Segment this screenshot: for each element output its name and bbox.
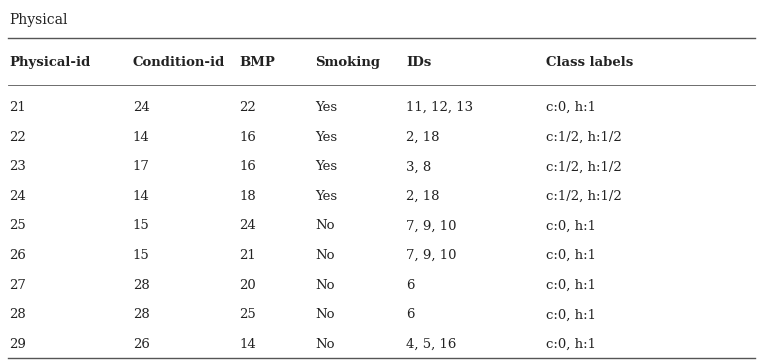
- Text: 28: 28: [133, 308, 150, 321]
- Text: 22: 22: [239, 101, 256, 114]
- Text: Condition-id: Condition-id: [133, 56, 225, 69]
- Text: 23: 23: [9, 160, 26, 173]
- Text: 3, 8: 3, 8: [406, 160, 431, 173]
- Text: c:0, h:1: c:0, h:1: [546, 219, 597, 232]
- Text: 2, 18: 2, 18: [406, 131, 439, 144]
- Text: 24: 24: [133, 101, 150, 114]
- Text: 15: 15: [133, 219, 150, 232]
- Text: 29: 29: [9, 338, 26, 351]
- Text: 27: 27: [9, 279, 26, 292]
- Text: 14: 14: [133, 190, 150, 203]
- Text: 6: 6: [406, 308, 414, 321]
- Text: 4, 5, 16: 4, 5, 16: [406, 338, 456, 351]
- Text: 21: 21: [239, 249, 256, 262]
- Text: 11, 12, 13: 11, 12, 13: [406, 101, 473, 114]
- Text: Yes: Yes: [315, 131, 337, 144]
- Text: Yes: Yes: [315, 101, 337, 114]
- Text: 2, 18: 2, 18: [406, 190, 439, 203]
- Text: 25: 25: [9, 219, 26, 232]
- Text: c:1/2, h:1/2: c:1/2, h:1/2: [546, 160, 622, 173]
- Text: 7, 9, 10: 7, 9, 10: [406, 219, 457, 232]
- Text: Yes: Yes: [315, 160, 337, 173]
- Text: 22: 22: [9, 131, 26, 144]
- Text: 18: 18: [239, 190, 256, 203]
- Text: IDs: IDs: [406, 56, 431, 69]
- Text: 20: 20: [239, 279, 256, 292]
- Text: No: No: [315, 219, 335, 232]
- Text: 28: 28: [133, 279, 150, 292]
- Text: c:0, h:1: c:0, h:1: [546, 101, 597, 114]
- Text: 26: 26: [133, 338, 150, 351]
- Text: 26: 26: [9, 249, 26, 262]
- Text: 6: 6: [406, 279, 414, 292]
- Text: No: No: [315, 308, 335, 321]
- Text: c:0, h:1: c:0, h:1: [546, 308, 597, 321]
- Text: 16: 16: [239, 160, 256, 173]
- Text: c:1/2, h:1/2: c:1/2, h:1/2: [546, 131, 622, 144]
- Text: 28: 28: [9, 308, 26, 321]
- Text: 15: 15: [133, 249, 150, 262]
- Text: 24: 24: [9, 190, 26, 203]
- Text: 24: 24: [239, 219, 256, 232]
- Text: 14: 14: [133, 131, 150, 144]
- Text: c:0, h:1: c:0, h:1: [546, 249, 597, 262]
- Text: 14: 14: [239, 338, 256, 351]
- Text: 7, 9, 10: 7, 9, 10: [406, 249, 457, 262]
- Text: Physical: Physical: [9, 13, 68, 27]
- Text: No: No: [315, 249, 335, 262]
- Text: BMP: BMP: [239, 56, 275, 69]
- Text: Yes: Yes: [315, 190, 337, 203]
- Text: Smoking: Smoking: [315, 56, 380, 69]
- Text: 21: 21: [9, 101, 26, 114]
- Text: 17: 17: [133, 160, 150, 173]
- Text: c:1/2, h:1/2: c:1/2, h:1/2: [546, 190, 622, 203]
- Text: 25: 25: [239, 308, 256, 321]
- Text: Physical-id: Physical-id: [9, 56, 90, 69]
- Text: c:0, h:1: c:0, h:1: [546, 279, 597, 292]
- Text: No: No: [315, 338, 335, 351]
- Text: No: No: [315, 279, 335, 292]
- Text: 16: 16: [239, 131, 256, 144]
- Text: c:0, h:1: c:0, h:1: [546, 338, 597, 351]
- Text: Class labels: Class labels: [546, 56, 634, 69]
